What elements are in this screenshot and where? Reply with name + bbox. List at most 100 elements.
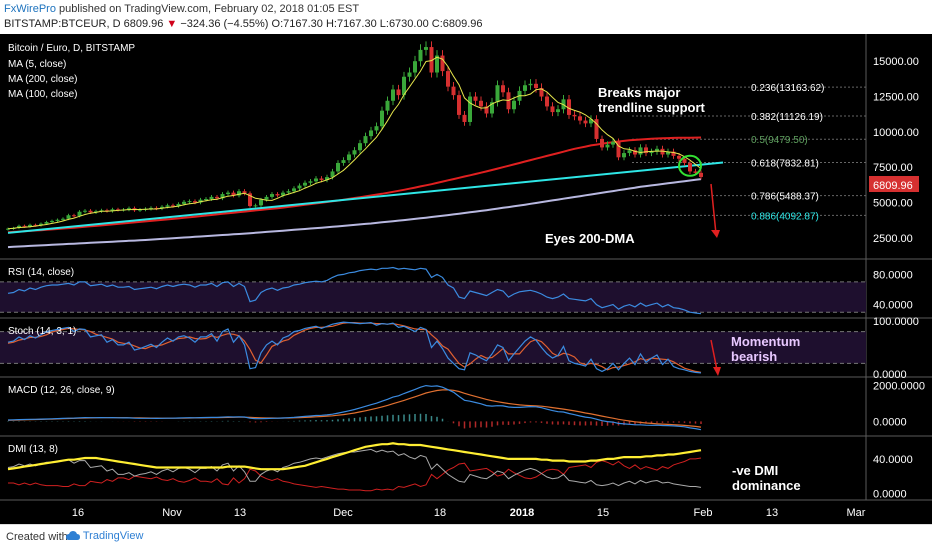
trendline[interactable]	[7, 161, 724, 234]
candle-body[interactable]	[369, 130, 373, 137]
candle-body[interactable]	[182, 201, 186, 204]
candle-body[interactable]	[512, 100, 516, 110]
candle-body[interactable]	[484, 106, 489, 114]
candle-body[interactable]	[352, 150, 357, 155]
candle-body[interactable]	[638, 147, 643, 155]
candle-body[interactable]	[523, 85, 527, 91]
candle-body[interactable]	[699, 172, 703, 177]
candle-body[interactable]	[160, 206, 164, 209]
candle-body[interactable]	[589, 119, 593, 124]
candle-body[interactable]	[550, 106, 555, 113]
candle-body[interactable]	[171, 205, 175, 207]
ma200-line[interactable]	[7, 178, 702, 249]
candle-body[interactable]	[281, 192, 285, 196]
candle-body[interactable]	[462, 114, 467, 122]
candle-body[interactable]	[457, 95, 461, 115]
candle-body[interactable]	[539, 88, 544, 97]
candle-body[interactable]	[391, 89, 395, 101]
candle-body[interactable]	[501, 85, 505, 93]
candle-body[interactable]	[396, 89, 401, 96]
dmi-minus-line[interactable]	[8, 457, 702, 492]
candle-body[interactable]	[407, 72, 412, 77]
candle-body[interactable]	[286, 191, 291, 193]
candle-body[interactable]	[567, 99, 571, 115]
candle-body[interactable]	[545, 96, 549, 107]
candle-body[interactable]	[380, 110, 384, 127]
candle-body[interactable]	[116, 209, 120, 211]
candle-body[interactable]	[671, 151, 676, 156]
candle-body[interactable]	[138, 209, 142, 211]
candle-body[interactable]	[688, 162, 692, 172]
author-link[interactable]: FxWirePro	[4, 3, 56, 15]
candle-body[interactable]	[325, 177, 329, 180]
candle-body[interactable]	[110, 209, 115, 212]
candle-body[interactable]	[237, 191, 241, 196]
candle-body[interactable]	[374, 126, 379, 131]
candle-body[interactable]	[292, 188, 296, 192]
candle-body[interactable]	[275, 194, 280, 196]
candle-body[interactable]	[248, 193, 252, 207]
tradingview-logo[interactable]: TradingView	[66, 530, 143, 542]
candle-body[interactable]	[330, 171, 335, 178]
candle-body[interactable]	[308, 181, 313, 183]
candle-body[interactable]	[94, 211, 98, 213]
candle-body[interactable]	[677, 155, 681, 159]
candle-body[interactable]	[644, 147, 648, 154]
candle-body[interactable]	[446, 71, 450, 87]
chart-canvas[interactable]: Bitcoin / Euro, D, BITSTAMP MA (5, close…	[0, 34, 932, 524]
candle-body[interactable]	[215, 196, 219, 199]
candle-body[interactable]	[385, 100, 390, 111]
candle-body[interactable]	[435, 55, 439, 73]
candle-body[interactable]	[303, 182, 307, 186]
candle-body[interactable]	[209, 196, 214, 199]
candle-body[interactable]	[61, 218, 65, 220]
candle-body[interactable]	[605, 144, 610, 148]
candle-body[interactable]	[440, 55, 445, 72]
candle-body[interactable]	[572, 114, 577, 117]
candle-body[interactable]	[616, 141, 621, 158]
candle-body[interactable]	[231, 192, 236, 196]
candle-body[interactable]	[193, 201, 197, 203]
candle-body[interactable]	[127, 208, 131, 210]
candle-body[interactable]	[259, 199, 263, 206]
candle-body[interactable]	[528, 83, 533, 86]
macd-line[interactable]	[7, 384, 702, 431]
candle-body[interactable]	[655, 148, 659, 152]
candle-body[interactable]	[17, 225, 21, 228]
price-axis[interactable]: 15000.00 12500.00 10000.00 7500.00 5000.00 25…	[873, 56, 919, 245]
candle-body[interactable]	[611, 141, 615, 145]
candle-body[interactable]	[660, 148, 665, 155]
candle-body[interactable]	[413, 61, 417, 73]
candle-body[interactable]	[6, 228, 10, 230]
candle-body[interactable]	[28, 224, 32, 227]
candle-body[interactable]	[204, 199, 208, 200]
candle-body[interactable]	[534, 83, 538, 89]
candle-body[interactable]	[165, 205, 170, 207]
candle-body[interactable]	[479, 100, 483, 107]
ma5-line[interactable]	[7, 56, 702, 230]
candle-body[interactable]	[468, 96, 472, 122]
candle-body[interactable]	[594, 119, 599, 139]
candle-body[interactable]	[50, 220, 54, 223]
candle-body[interactable]	[649, 151, 654, 154]
candle-body[interactable]	[633, 150, 637, 155]
candle-body[interactable]	[495, 85, 500, 103]
candle-body[interactable]	[622, 153, 626, 158]
candle-body[interactable]	[154, 207, 159, 209]
candle-body[interactable]	[55, 219, 60, 221]
candle-body[interactable]	[347, 154, 351, 161]
candle-body[interactable]	[358, 143, 362, 151]
stoch-k-line[interactable]	[7, 321, 702, 374]
candle-body[interactable]	[220, 194, 225, 199]
candle-body[interactable]	[149, 207, 153, 209]
candle-body[interactable]	[418, 49, 423, 62]
candle-body[interactable]	[363, 136, 368, 144]
candle-body[interactable]	[270, 194, 274, 197]
candle-body[interactable]	[556, 109, 560, 113]
candle-body[interactable]	[429, 47, 434, 73]
candle-body[interactable]	[314, 178, 318, 182]
candle-body[interactable]	[693, 171, 698, 173]
candle-body[interactable]	[490, 102, 494, 114]
candle-body[interactable]	[253, 205, 258, 207]
candle-body[interactable]	[72, 215, 76, 217]
